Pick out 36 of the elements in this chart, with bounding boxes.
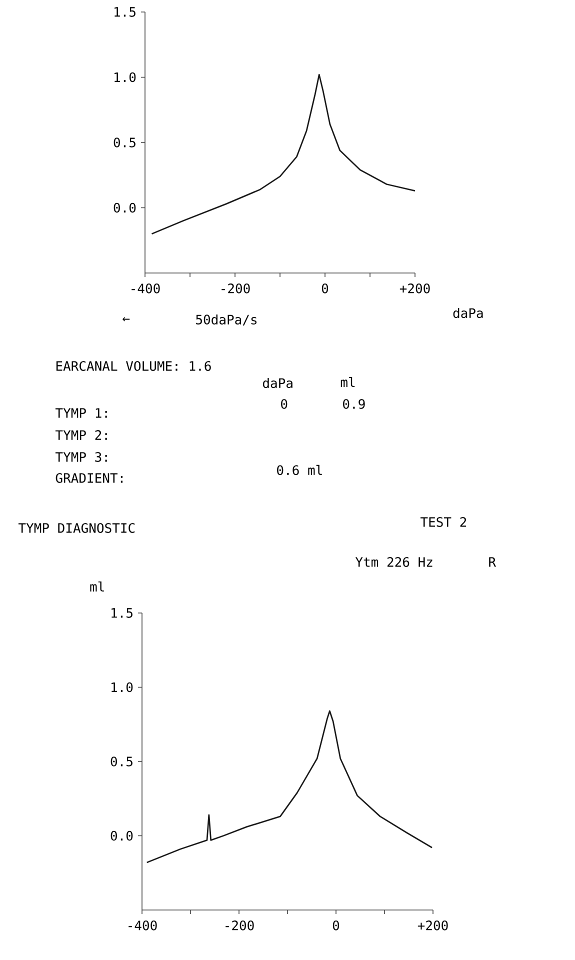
text: Ytm 226 Hz	[355, 557, 432, 567]
y-tick-label: 1.0	[114, 72, 136, 82]
x-tick-label: +200	[418, 920, 448, 930]
x-tick-label: -200	[222, 284, 250, 294]
text: TYMP 2:	[56, 430, 107, 440]
text: TYMP 1:	[56, 408, 107, 418]
text: TYMP 3:	[56, 452, 107, 462]
y-axis-title: ml	[90, 582, 104, 592]
x-tick-label: +200	[400, 284, 430, 294]
text: 0	[281, 399, 288, 409]
text: ←	[122, 317, 130, 322]
x-tick-label: -400	[128, 920, 157, 930]
y-tick-label: 1.5	[114, 7, 136, 17]
line-series	[151, 74, 416, 235]
x-tick-label: 0	[322, 284, 328, 294]
y-tick-label: 1.0	[112, 682, 133, 692]
chart-title: TYMP DIAGNOSTIC	[18, 523, 135, 533]
text: EARCANAL VOLUME: 1.6	[56, 361, 211, 371]
text: ml	[340, 377, 355, 387]
text: GRADIENT:	[56, 473, 123, 483]
y-tick-label: 0.0	[110, 830, 133, 841]
text: TEST 2	[420, 517, 466, 527]
line-series	[146, 710, 433, 864]
text: 0.6 ml	[277, 464, 322, 476]
text: R	[489, 557, 496, 567]
text: 50daPa/s	[196, 314, 257, 326]
x-tick-label: 0	[332, 920, 340, 930]
x-axis-title: daPa	[453, 308, 483, 318]
y-tick-label: 0.0	[114, 202, 136, 213]
text: 0.9	[343, 399, 365, 409]
y-tick-label: 0.5	[114, 138, 136, 148]
y-tick-label: 0.5	[110, 756, 132, 766]
text: daPa	[262, 378, 292, 388]
x-tick-label: -400	[132, 284, 160, 294]
y-tick-label: 1.5	[112, 608, 132, 618]
x-tick-label: -200	[226, 920, 254, 930]
